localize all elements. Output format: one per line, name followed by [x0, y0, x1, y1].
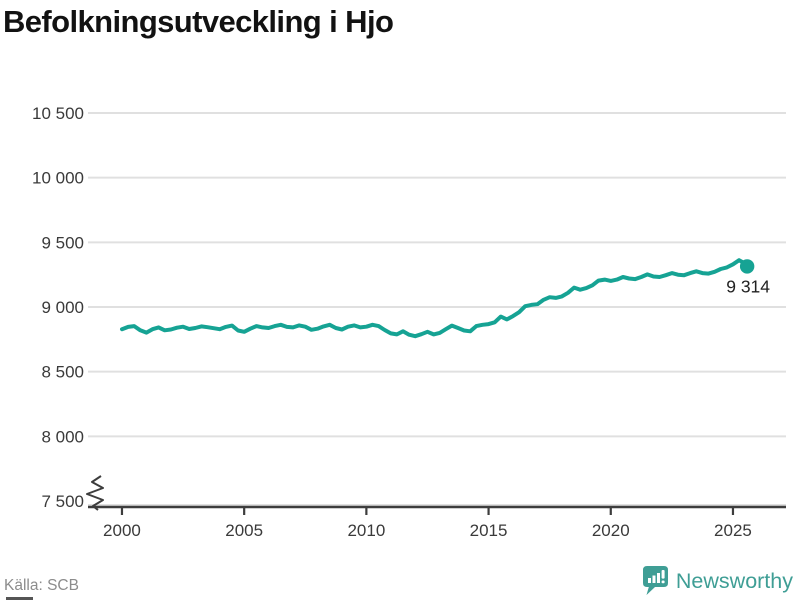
x-axis-tick-label: 2005	[225, 521, 263, 540]
y-axis-tick-label: 8 500	[41, 363, 84, 382]
cropped-bottom-element	[6, 597, 33, 600]
y-axis-tick-label: 8 000	[41, 427, 84, 446]
population-series-line	[120, 258, 750, 339]
y-axis-tick-label: 9 500	[41, 233, 84, 252]
x-axis-tick-label: 2000	[103, 521, 141, 540]
y-axis-tick-label: 7 500	[41, 492, 84, 511]
y-axis-tick-label: 10 500	[32, 104, 84, 123]
x-axis-tick-label: 2025	[714, 521, 752, 540]
y-axis-tick-label: 9 000	[41, 298, 84, 317]
newsworthy-logo[interactable]: Newsworthy	[642, 565, 793, 597]
axis-break-icon	[86, 475, 104, 511]
source-label: Källa: SCB	[4, 577, 79, 594]
chart-title: Befolkningsutveckling i Hjo	[3, 4, 394, 39]
newsworthy-icon	[642, 566, 668, 595]
x-axis-tick-label: 2010	[347, 521, 385, 540]
x-axis-tick-label: 2020	[592, 521, 630, 540]
newsworthy-wordmark: Newsworthy	[675, 568, 793, 593]
end-point-marker	[739, 259, 755, 274]
x-axis-tick-label: 2015	[470, 521, 508, 540]
y-axis-tick-label: 10 000	[32, 169, 84, 188]
end-point-value-label: 9 314	[726, 276, 770, 296]
